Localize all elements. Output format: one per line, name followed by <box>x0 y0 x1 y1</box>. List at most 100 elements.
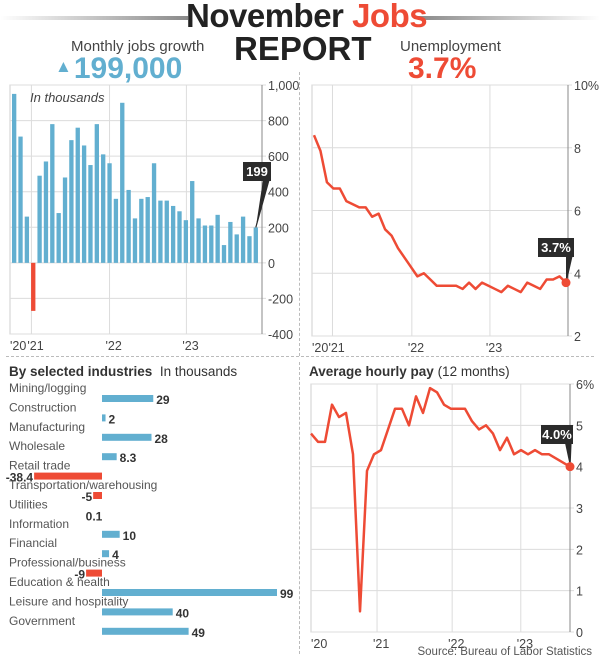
industry-value: 8.3 <box>120 451 137 465</box>
bar <box>62 177 68 263</box>
bar <box>88 165 93 263</box>
bar <box>253 227 258 263</box>
industry-label: Leisure and hospitality <box>9 594 128 608</box>
y-tick-label: 0 <box>576 626 583 640</box>
industry-bar <box>102 453 117 461</box>
x-tick-label: '20 <box>311 637 327 650</box>
y-tick-label: 800 <box>268 115 289 129</box>
industry-value: 29 <box>156 393 170 407</box>
bar <box>234 234 239 263</box>
industry-label: Manufacturing <box>9 420 85 434</box>
y-tick-label: 3 <box>576 502 583 516</box>
x-tick-label: '20 <box>10 339 26 353</box>
unemployment-chart: 10% 8 6 4 2 '20'21 '22 '23 3.7% <box>311 80 599 355</box>
bar <box>120 102 125 263</box>
industry-bar <box>102 627 189 635</box>
bar <box>75 127 80 263</box>
x-tick-label: '22 <box>408 341 424 355</box>
bar <box>69 140 74 263</box>
bar <box>107 163 112 263</box>
bar <box>183 220 189 263</box>
bar <box>37 175 42 263</box>
industry-label: Retail trade <box>9 459 71 473</box>
y-tick-label: 2 <box>574 330 581 344</box>
industry-value: 2 <box>109 412 116 426</box>
jobs-growth-number: 199,000 <box>73 52 183 85</box>
bar <box>12 93 17 263</box>
bar <box>190 181 195 263</box>
bar <box>215 214 220 263</box>
industry-bar <box>102 608 173 616</box>
bar <box>240 216 246 263</box>
y-tick-label: 8 <box>574 142 581 156</box>
bar <box>50 124 55 263</box>
industries-subtitle: In thousands <box>159 364 238 379</box>
bar <box>247 236 252 263</box>
bar <box>151 163 157 263</box>
latest-point <box>561 278 571 288</box>
y-tick-label: 4 <box>576 461 583 475</box>
y-tick-label: 1,000 <box>268 80 299 93</box>
industry-bar <box>34 472 102 480</box>
pay-title: Average hourly pay (12 months) <box>309 364 510 379</box>
industry-bar <box>102 433 152 441</box>
bar <box>170 205 176 263</box>
y-tick-label: 0 <box>268 257 275 271</box>
industry-label: Financial <box>9 536 57 550</box>
pay-title-text: Average hourly pay <box>309 364 434 379</box>
industry-label: Transportation/warehousing <box>9 478 157 492</box>
industry-bar <box>102 550 110 558</box>
jobs-growth-label: Monthly jobs growth <box>71 38 205 55</box>
x-tick-label: '20 <box>312 341 328 355</box>
industry-value: 0.1 <box>86 509 103 523</box>
page-title-line2: REPORT <box>234 30 372 67</box>
callout-box <box>538 238 574 257</box>
jobs-growth-value: ▲199,000 <box>55 52 182 86</box>
industry-label: Information <box>9 517 69 531</box>
bar <box>221 245 227 263</box>
industry-bar <box>86 569 102 577</box>
bar <box>228 221 233 263</box>
title-word-jobs: Jobs <box>352 0 428 34</box>
y-tick-label: 5 <box>576 419 583 433</box>
industry-value: -9 <box>74 568 85 582</box>
bar <box>196 218 201 263</box>
divider-vertical-bottom <box>299 362 300 654</box>
bar <box>139 198 144 263</box>
industry-value: 99 <box>280 587 294 601</box>
bar <box>202 225 208 263</box>
x-tick-label: '22 <box>448 637 464 650</box>
industry-label: Professional/business <box>9 556 126 570</box>
industry-bar <box>93 492 102 499</box>
industry-label: Wholesale <box>9 439 65 453</box>
bar <box>18 136 23 263</box>
y-tick-label: 6% <box>576 378 594 392</box>
y-tick-label: 2 <box>576 543 583 557</box>
industry-label: Education & health <box>9 575 110 589</box>
bar <box>101 154 106 263</box>
industry-value: 28 <box>154 432 168 446</box>
jobs-growth-chart: 1,000 800 600 400 200 0 -200 -400 '20'21 '22 '23 In… <box>9 80 299 353</box>
y-tick-label: 400 <box>268 186 289 200</box>
pay-subtitle: (12 months) <box>437 364 510 379</box>
chart-note: In thousands <box>30 90 105 105</box>
x-tick-label: '21 <box>328 341 344 355</box>
industries-chart: Mining/logging 29 Construction 2 Manufacturi… <box>6 381 294 640</box>
title-word-november: November <box>186 0 344 34</box>
x-tick-label: '22 <box>106 339 122 353</box>
industry-bar <box>102 414 106 422</box>
y-tick-label: 200 <box>268 221 289 235</box>
y-tick-label: 10% <box>574 80 599 93</box>
bar <box>31 262 36 311</box>
y-tick-label: -200 <box>268 292 293 306</box>
industry-bar <box>102 395 154 402</box>
y-tick-label: 600 <box>268 150 289 164</box>
industry-label: Construction <box>9 400 76 414</box>
x-tick-label: '23 <box>182 339 198 353</box>
bar <box>132 218 138 263</box>
callout-label: 4.0% <box>542 427 572 442</box>
title-rule-left <box>0 16 188 20</box>
callout-box <box>243 162 271 181</box>
industries-title: By selected industries In thousands <box>9 364 237 379</box>
bar <box>81 145 87 263</box>
